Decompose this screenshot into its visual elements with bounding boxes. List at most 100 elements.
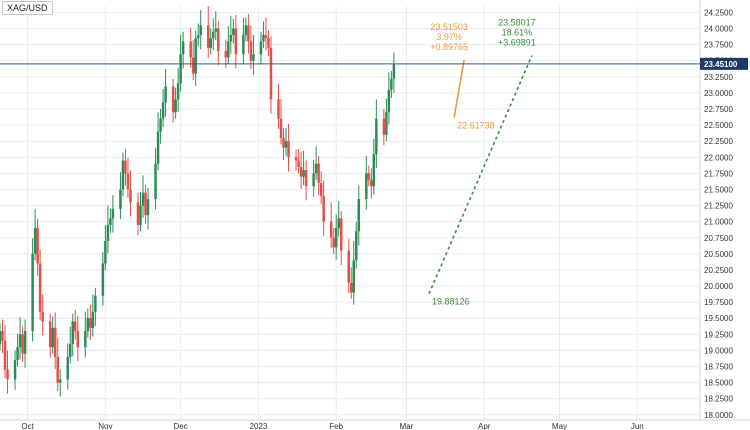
candle-body <box>66 356 69 380</box>
y-tick-label: 24.2500 <box>704 8 733 17</box>
candle-body <box>144 192 147 216</box>
candle-body <box>21 334 24 354</box>
x-tick-label: Feb <box>329 422 343 430</box>
candle-body <box>224 51 228 58</box>
candle-body <box>269 47 273 100</box>
y-tick-label: 22.0000 <box>704 153 733 162</box>
candle-body <box>304 170 308 187</box>
candle-body <box>287 141 290 158</box>
x-tick-label: 2023 <box>250 422 268 430</box>
y-tick-label: 22.2500 <box>704 137 733 146</box>
candle-body <box>262 34 265 42</box>
candle-body <box>1 331 4 341</box>
y-tick-label: 18.5000 <box>704 379 733 388</box>
candle-body <box>352 260 356 293</box>
current-price-label: 23.45100 <box>704 60 738 69</box>
candle-body <box>214 28 218 32</box>
candle-body <box>227 41 230 58</box>
candle-body <box>382 118 386 135</box>
candle-body <box>146 199 150 216</box>
measure-base-green: 19.88126 <box>432 297 470 307</box>
candle-body <box>339 218 343 251</box>
candle-body <box>154 163 157 200</box>
candle-body <box>104 240 107 264</box>
candle-body <box>58 379 62 383</box>
candle-body <box>302 170 305 177</box>
y-tick-label: 19.0000 <box>704 346 733 355</box>
candle-body <box>322 195 325 222</box>
candle-body <box>101 263 105 296</box>
grid <box>0 6 700 420</box>
measure-line-green <box>428 55 533 294</box>
y-tick-label: 22.5000 <box>704 121 733 130</box>
y-tick-label: 20.5000 <box>704 250 733 259</box>
candle-body <box>51 327 54 348</box>
candle-body <box>18 334 22 348</box>
measure-label-orange: +0.89765 <box>430 42 468 52</box>
candle-body <box>41 311 44 322</box>
y-tick-label: 19.7500 <box>704 298 733 307</box>
candle-body <box>392 63 396 79</box>
symbol-label: XAG/USD <box>2 1 53 15</box>
candle-body <box>56 356 59 383</box>
candle-body <box>139 205 142 225</box>
y-tick-label: 24.0000 <box>704 25 733 34</box>
candle-body <box>229 34 233 42</box>
candle-body <box>244 25 248 35</box>
candle-body <box>181 41 185 55</box>
candle-body <box>124 160 127 174</box>
price-scale-bg <box>700 0 750 430</box>
candle-body <box>36 228 39 264</box>
candle-body <box>33 228 37 254</box>
y-tick-label: 19.2500 <box>704 330 733 339</box>
candle-body <box>16 347 19 361</box>
candle-body <box>129 189 132 203</box>
candle-body <box>277 99 280 119</box>
candle-body <box>71 321 75 344</box>
candle-body <box>126 173 130 190</box>
candle-body <box>337 218 340 229</box>
x-tick-label: Apr <box>478 422 491 430</box>
candle-body <box>267 38 270 48</box>
candle-body <box>314 163 318 174</box>
candle-body <box>312 173 315 187</box>
time-axis: Oct Nov Dec 2023 Feb Mar Apr May Jun <box>0 419 750 430</box>
y-tick-label: 18.0000 <box>704 411 733 420</box>
current-price-badge <box>700 57 748 70</box>
x-tick-label: Oct <box>21 422 34 430</box>
candle-body <box>332 237 335 248</box>
measure-label-green: 23.58017 <box>498 18 536 28</box>
candle-body <box>164 86 167 103</box>
candle-body <box>119 189 122 209</box>
y-tick-label: 20.2500 <box>704 266 733 275</box>
candle-body <box>6 369 9 380</box>
candles <box>0 6 396 397</box>
candle-body <box>199 25 202 35</box>
candle-body <box>294 157 298 161</box>
candle-body <box>212 31 215 39</box>
candle-body <box>141 192 145 206</box>
candle-body <box>209 38 213 48</box>
candle-body <box>282 137 285 148</box>
candle-body <box>242 34 245 55</box>
y-tick-label: 20.7500 <box>704 234 733 243</box>
candle-body <box>365 173 368 200</box>
candle-body <box>38 263 42 312</box>
candle-body <box>53 327 57 357</box>
y-tick-label: 23.2500 <box>704 73 733 82</box>
candle-body <box>69 343 72 357</box>
y-tick-label: 18.2500 <box>704 395 733 404</box>
candle-body <box>156 131 160 164</box>
candle-body <box>264 34 268 39</box>
candle-body <box>196 34 200 39</box>
y-tick-label: 21.2500 <box>704 202 733 211</box>
candle-body <box>319 183 323 196</box>
candle-body <box>329 221 333 238</box>
candle-body <box>370 179 373 187</box>
candle-body <box>234 28 238 55</box>
candle-body <box>385 112 388 135</box>
measure-base-orange: 22.61738 <box>457 121 495 131</box>
x-tick-label: May <box>552 422 567 430</box>
